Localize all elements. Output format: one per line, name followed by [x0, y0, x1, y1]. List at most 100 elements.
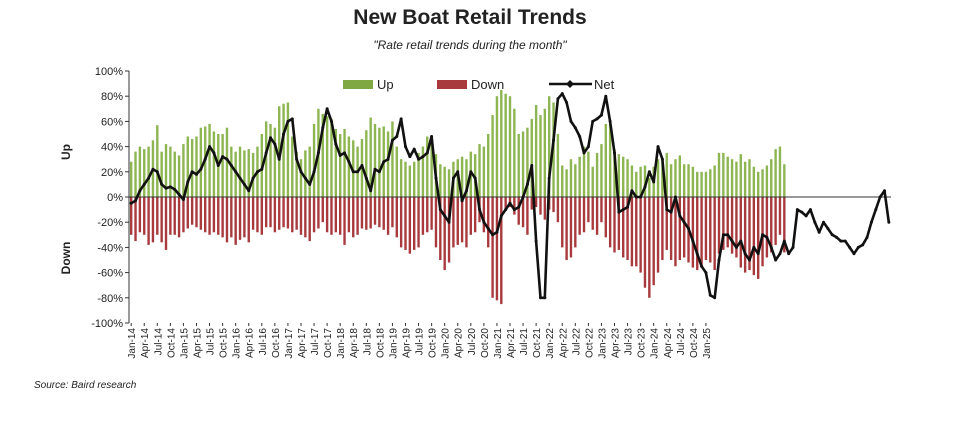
down-bar-28	[251, 197, 255, 230]
down-bar-113	[622, 197, 625, 258]
net-point-172	[878, 195, 882, 199]
net-point-84	[495, 230, 499, 234]
x-tick-label-33: Apr-22	[558, 328, 569, 358]
down-bar-55	[369, 197, 372, 229]
down-bar-141	[743, 197, 747, 273]
net-point-45	[325, 107, 329, 111]
up-bar-11	[177, 155, 181, 197]
up-bar-113	[622, 156, 625, 197]
down-bar-77	[465, 197, 468, 248]
net-point-99	[560, 92, 564, 96]
x-tick-label-43: Oct-24	[689, 328, 700, 358]
down-bar-50	[347, 197, 351, 233]
net-point-116	[634, 195, 638, 199]
down-bar-125	[674, 197, 677, 267]
up-bar-89	[517, 134, 520, 197]
net-point-127	[682, 220, 686, 224]
net-point-139	[734, 245, 738, 249]
up-bar-76	[460, 156, 464, 197]
net-point-46	[329, 119, 333, 123]
down-bar-1	[134, 197, 137, 242]
net-point-90	[521, 195, 525, 199]
net-point-50	[347, 160, 351, 164]
net-point-8	[164, 186, 168, 190]
net-point-28	[251, 176, 255, 180]
net-point-171	[874, 208, 878, 212]
net-point-3	[142, 182, 146, 186]
net-point-56	[373, 167, 377, 171]
up-bar-93	[534, 105, 538, 197]
net-point-21	[221, 155, 225, 159]
y-tick-label-9: 80%	[101, 91, 123, 103]
up-bar-101	[569, 159, 573, 197]
down-bar-14	[190, 197, 194, 225]
down-bar-22	[225, 197, 229, 243]
net-point-80	[478, 208, 482, 212]
down-bar-5	[151, 197, 155, 243]
x-tick-label-35: Oct-22	[584, 328, 595, 358]
net-point-26	[242, 182, 246, 186]
down-bar-43	[317, 197, 320, 229]
up-bar-118	[643, 165, 647, 197]
net-point-41	[308, 182, 312, 186]
up-bar-110	[608, 123, 612, 197]
net-point-47	[334, 142, 338, 146]
net-point-34	[277, 157, 281, 161]
net-point-76	[460, 199, 464, 203]
net-point-141	[743, 252, 747, 256]
down-bar-73	[447, 197, 451, 263]
down-bar-31	[264, 197, 268, 228]
x-tick-label-20: Jan-19	[388, 328, 399, 359]
x-tick-label-36: Jan-23	[597, 328, 608, 359]
down-bar-64	[408, 197, 412, 254]
net-point-137	[726, 233, 730, 237]
down-bar-101	[569, 197, 573, 258]
up-bar-144	[756, 171, 760, 197]
x-tick-label-28: Jan-21	[493, 328, 504, 359]
down-bar-61	[395, 197, 398, 238]
net-point-69	[430, 135, 434, 139]
net-point-82	[486, 227, 490, 230]
net-point-157	[813, 220, 817, 224]
y-axis-label-up: Up	[59, 144, 73, 160]
y-tick-label-7: 40%	[101, 142, 123, 154]
net-point-23	[229, 164, 233, 167]
down-bar-25	[238, 197, 242, 240]
net-point-14	[190, 170, 194, 174]
net-point-36	[286, 119, 290, 123]
up-bar-64	[408, 165, 412, 197]
x-tick-label-39: Oct-23	[637, 328, 648, 358]
down-bar-115	[630, 197, 634, 267]
down-bar-72	[443, 197, 446, 271]
x-tick-label-25: Apr-20	[454, 328, 465, 358]
up-bar-105	[587, 151, 590, 197]
down-bar-18	[208, 197, 211, 235]
down-bar-109	[604, 197, 607, 238]
net-point-103	[578, 135, 582, 139]
down-bar-40	[304, 197, 307, 238]
net-point-25	[238, 176, 242, 180]
down-bar-62	[399, 197, 403, 248]
up-bar-71	[439, 164, 442, 197]
x-tick-label-12: Jan-17	[284, 328, 295, 359]
down-bar-66	[417, 197, 420, 248]
down-bar-33	[273, 197, 277, 233]
x-tick-label-7: Oct-15	[219, 328, 230, 358]
down-bar-98	[556, 197, 560, 223]
net-point-114	[626, 205, 630, 209]
down-bar-134	[713, 197, 716, 271]
net-point-147	[769, 245, 773, 249]
up-bar-140	[739, 154, 742, 197]
down-bar-65	[413, 197, 416, 250]
x-tick-label-42: Jul-24	[676, 328, 687, 356]
down-bar-7	[160, 197, 163, 243]
net-point-31	[264, 151, 268, 155]
net-point-112	[617, 210, 621, 214]
up-bar-67	[421, 146, 425, 197]
up-bar-98	[556, 134, 560, 197]
down-bar-38	[295, 197, 298, 230]
up-bar-8	[164, 144, 168, 197]
x-axis-ticks: Jan-14 Apr-14 Jul-14 Oct-14 Jan-15 Apr-15 Jul-…	[127, 323, 713, 359]
up-bar-147	[770, 159, 773, 197]
net-point-115	[630, 189, 634, 193]
